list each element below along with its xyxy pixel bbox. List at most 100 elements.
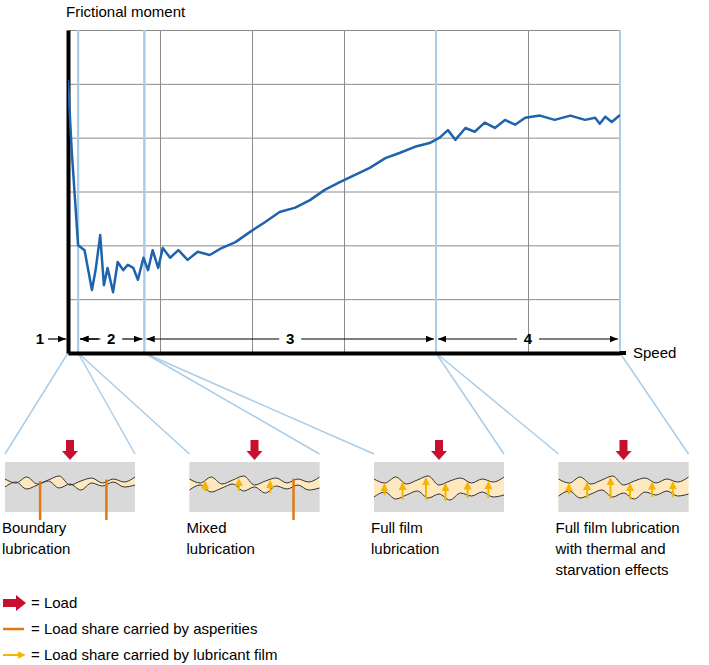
upper-surface: [374, 462, 504, 485]
film-load: [467, 483, 469, 498]
film-load: [425, 479, 427, 500]
lubricant: [190, 462, 320, 512]
friction-curve: [68, 80, 620, 292]
zone-boundary: [435, 30, 437, 353]
load-arrow: [616, 440, 632, 460]
connector: [5, 353, 68, 454]
zone-arrow: [48, 338, 66, 339]
film-load: [586, 483, 588, 498]
diagram-label: Full film lubrication: [556, 519, 680, 536]
connector: [78, 353, 135, 454]
zone-boundary: [143, 30, 145, 353]
zone-labels: 1 2 3 4: [36, 330, 618, 347]
plot-area: [68, 80, 620, 292]
zone-arrow: [301, 338, 434, 339]
lower-surface: [559, 490, 689, 512]
film-load: [610, 479, 612, 499]
x-axis: [69, 353, 621, 355]
lower-profile: [5, 481, 135, 490]
lubricant: [559, 462, 689, 512]
x-grid-tick: [436, 30, 437, 353]
y-grid: [68, 31, 620, 354]
y-grid-tick: [68, 245, 620, 246]
film-load: [629, 485, 631, 500]
x-grid: [69, 30, 621, 353]
y-grid-line: [68, 30, 620, 31]
connectors: [5, 353, 689, 454]
y-grid-tick: [68, 84, 620, 85]
zone-arrow: [146, 338, 279, 339]
diagram-label: lubrication: [371, 540, 439, 557]
film-load: [204, 482, 206, 491]
zone-arrow: [122, 338, 142, 339]
y-grid-tick: [68, 138, 620, 139]
diagram: [374, 440, 504, 512]
zone-boundary: [435, 30, 437, 353]
y-grid-line: [68, 192, 620, 193]
key-item: = Load share carried by lubricant film: [3, 646, 277, 663]
key-symbol: [3, 628, 24, 631]
upper-profile: [559, 476, 689, 485]
diagram: [190, 440, 320, 520]
diagram-label: starvation effects: [556, 561, 669, 578]
y-axis: [68, 31, 70, 354]
zone-arrow: [539, 338, 618, 339]
y-grid-line: [68, 353, 620, 354]
load-arrow: [62, 440, 78, 460]
key-label: = Load share carried by asperities: [31, 620, 257, 637]
y-grid-line: [68, 138, 620, 139]
y-grid-line: [68, 245, 620, 246]
y-grid-tick: [68, 299, 620, 300]
film-load: [402, 483, 404, 499]
zone-boundary: [77, 30, 79, 353]
diagram: [559, 440, 689, 512]
connector: [78, 353, 189, 454]
connector: [436, 353, 504, 454]
film-load: [445, 485, 447, 501]
y-axis-line: [67, 31, 71, 354]
y-grid-line: [68, 299, 620, 300]
key-label: = Load share carried by lubricant film: [31, 646, 277, 663]
film-load: [269, 482, 271, 493]
x-grid-line: [436, 30, 437, 353]
key-symbol: [3, 654, 24, 656]
diagram-label: lubrication: [187, 540, 255, 557]
zone-label: 1: [36, 330, 44, 347]
lower-profile: [190, 484, 320, 493]
lower-profile: [559, 490, 689, 499]
film-load: [383, 485, 385, 495]
load-arrow: [247, 440, 263, 460]
upper-profile: [190, 476, 320, 485]
film-load: [672, 483, 674, 497]
key-label: = Load: [31, 594, 77, 611]
upper-surface: [559, 462, 689, 485]
zone-label: 3: [286, 330, 294, 347]
y-grid-tick: [68, 353, 620, 354]
y-grid-line: [68, 84, 620, 85]
upper-surface: [190, 462, 320, 485]
zone-arrow: [80, 338, 100, 339]
diagram-label: Full film: [371, 519, 423, 536]
lubricant: [374, 462, 504, 512]
zone-arrow: [438, 338, 517, 339]
diagram-label: Mixed: [187, 519, 227, 536]
y-grid-tick: [68, 30, 620, 31]
zone-label: 2: [107, 330, 115, 347]
x-grid-tick: [68, 30, 69, 353]
diagram: [5, 440, 135, 520]
film-load: [568, 485, 570, 494]
zone-boundary: [77, 30, 79, 353]
connector: [436, 353, 559, 454]
x-grid-line: [68, 30, 69, 353]
zone-boundary: [143, 30, 145, 353]
zone-label: 4: [524, 330, 533, 347]
asperity-load: [292, 479, 295, 520]
x-axis-title: Speed: [633, 344, 676, 361]
diagram-label: Boundary: [2, 519, 67, 536]
zone-boundary: [67, 30, 69, 353]
load-arrow: [431, 440, 447, 460]
lower-surface: [5, 481, 135, 512]
y-grid-tick: [68, 192, 620, 193]
key-item: = Load: [3, 594, 77, 611]
key-symbol: [3, 595, 26, 611]
